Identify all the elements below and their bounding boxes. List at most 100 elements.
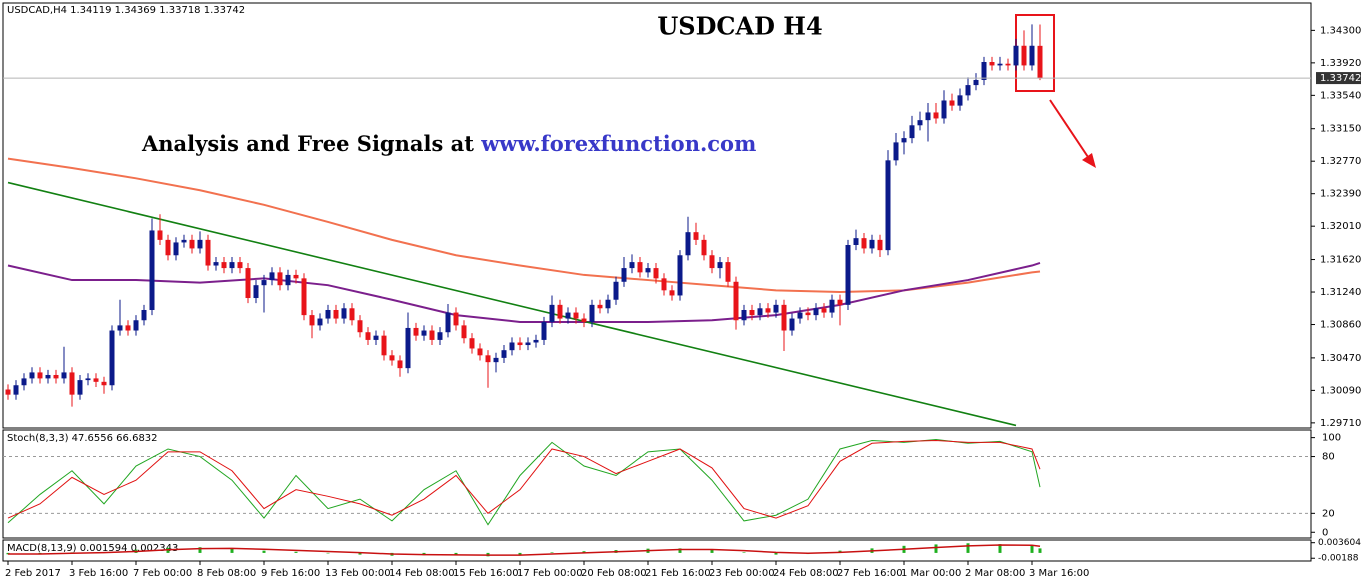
x-tick-label: 8 Feb 08:00	[197, 568, 256, 579]
candle-body	[421, 330, 427, 336]
x-tick-label: 24 Feb 08:00	[773, 568, 839, 579]
candle-body	[717, 262, 723, 269]
candle-body	[573, 312, 579, 319]
macd-bar	[230, 548, 234, 553]
candle-body	[293, 274, 299, 279]
candle-body	[429, 330, 435, 340]
candle-body	[213, 262, 219, 266]
candle-body	[589, 304, 595, 322]
stoch-line	[7, 439, 1041, 526]
candle-body	[501, 350, 507, 358]
candle-body	[917, 120, 923, 126]
y-tick-label: 100	[1322, 433, 1341, 444]
candle-body	[837, 299, 843, 305]
candle-body	[381, 335, 387, 356]
candle-body	[341, 308, 347, 319]
subtitle: Analysis and Free Signals at www.forexfu…	[141, 131, 756, 156]
candle-body	[349, 308, 355, 321]
candle-body	[565, 312, 571, 319]
macd-bar	[550, 552, 554, 553]
candle-body	[597, 304, 603, 309]
macd-bar	[934, 544, 938, 553]
x-tick-label: 27 Feb 16:00	[837, 568, 903, 579]
candle-body	[709, 255, 715, 269]
candle-body	[389, 355, 395, 361]
x-tick-label: 21 Feb 16:00	[645, 568, 711, 579]
candle-body	[85, 378, 91, 381]
macd-bar	[358, 552, 362, 555]
candle-body	[781, 304, 787, 331]
macd-bar	[998, 544, 1002, 553]
candle-body	[437, 332, 443, 340]
y-tick-label: 0	[1322, 527, 1328, 538]
candle-body	[181, 239, 187, 243]
macd-bar	[966, 543, 970, 553]
candle-body	[869, 239, 875, 249]
x-tick-label: 2 Mar 08:00	[965, 568, 1025, 579]
chart-title: USDCAD H4	[657, 12, 822, 41]
candle-body	[701, 239, 707, 256]
candle-body	[629, 262, 635, 269]
x-tick-label: 2 Feb 2017	[5, 568, 61, 579]
candle-body	[485, 355, 491, 363]
y-tick-label: 1.30090	[1320, 385, 1361, 396]
candle-body	[677, 255, 683, 296]
candle-body	[317, 318, 323, 326]
macd-bar	[518, 552, 522, 555]
stoch-panel	[2, 429, 1312, 539]
subtitle-text: Analysis and Free Signals at	[141, 131, 474, 156]
candle-body	[453, 312, 459, 326]
candle-body	[29, 372, 35, 379]
candle-body	[757, 308, 763, 316]
candle-body	[613, 281, 619, 300]
candle-body	[21, 378, 27, 386]
candle-body	[269, 272, 275, 281]
last-price-box	[1316, 72, 1361, 85]
candle-body	[5, 389, 11, 395]
y-tick-label: -0.00188	[1318, 554, 1359, 564]
candle-body	[237, 262, 243, 269]
candle-body	[901, 138, 907, 143]
candle-body	[413, 327, 419, 336]
macd-bar	[294, 551, 298, 553]
macd-bar	[198, 547, 202, 553]
candle-body	[637, 262, 643, 273]
y-tick-label: 1.33920	[1320, 58, 1361, 69]
y-tick-label: 1.31240	[1320, 287, 1361, 298]
x-tick-label: 20 Feb 08:00	[581, 568, 647, 579]
candle-body	[773, 304, 779, 313]
last-price-label: 1.33742	[1320, 73, 1361, 84]
candle-body	[325, 309, 331, 319]
macd-bar	[710, 549, 714, 553]
candle-body	[845, 245, 851, 305]
candle-body	[141, 309, 147, 321]
candle-body	[821, 308, 827, 313]
x-tick-label: 9 Feb 16:00	[261, 568, 320, 579]
macd-bar	[678, 548, 682, 553]
link-text: www.forexfunction.com	[480, 131, 756, 156]
y-tick-label: 0.003604	[1318, 538, 1361, 548]
y-tick-label: 1.31620	[1320, 255, 1361, 266]
candle-body	[173, 242, 179, 256]
candle-body	[109, 330, 115, 386]
x-tick-label: 7 Feb 00:00	[133, 568, 192, 579]
candle-body	[893, 142, 899, 161]
candle-body	[877, 239, 883, 251]
candle-body	[157, 230, 163, 240]
y-tick-label: 1.32010	[1320, 221, 1361, 232]
candle-body	[533, 339, 539, 343]
y-tick-label: 1.29710	[1320, 418, 1361, 429]
candle-body	[77, 380, 83, 395]
stoch-line	[7, 439, 1041, 519]
candle-body	[301, 278, 307, 316]
candle-body	[205, 239, 211, 266]
candle-body	[365, 332, 371, 340]
candle-body	[285, 274, 291, 286]
y-tick-label: 1.34300	[1320, 25, 1361, 36]
candle-body	[605, 299, 611, 309]
macd-bar	[326, 552, 330, 554]
candle-body	[725, 262, 731, 282]
macd-bar	[582, 551, 586, 553]
chart-header: USDCAD,H4 1.34119 1.34369 1.33718 1.3374…	[7, 5, 245, 16]
